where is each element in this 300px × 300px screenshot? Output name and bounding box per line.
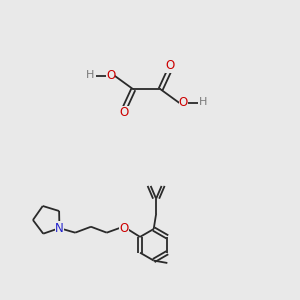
Text: O: O xyxy=(165,59,174,73)
Text: O: O xyxy=(179,97,188,110)
Text: O: O xyxy=(106,69,115,82)
Text: O: O xyxy=(119,222,128,235)
Text: O: O xyxy=(120,106,129,119)
Text: N: N xyxy=(55,222,64,235)
Text: H: H xyxy=(86,70,95,80)
Text: H: H xyxy=(199,98,208,107)
